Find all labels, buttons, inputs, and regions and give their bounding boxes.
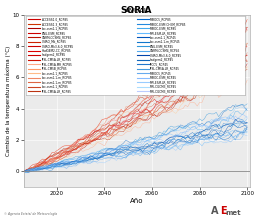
Title: SORIA: SORIA (121, 5, 152, 15)
Text: A: A (211, 206, 218, 216)
X-axis label: Año: Año (130, 198, 143, 204)
Y-axis label: Cambio de la temperatura máxima (°C): Cambio de la temperatura máxima (°C) (5, 46, 11, 156)
Text: met: met (226, 210, 241, 216)
Text: © Agencia Estatal de Meteorología: © Agencia Estatal de Meteorología (4, 212, 57, 216)
Text: E: E (220, 206, 226, 216)
Text: ANUAL: ANUAL (125, 8, 148, 14)
